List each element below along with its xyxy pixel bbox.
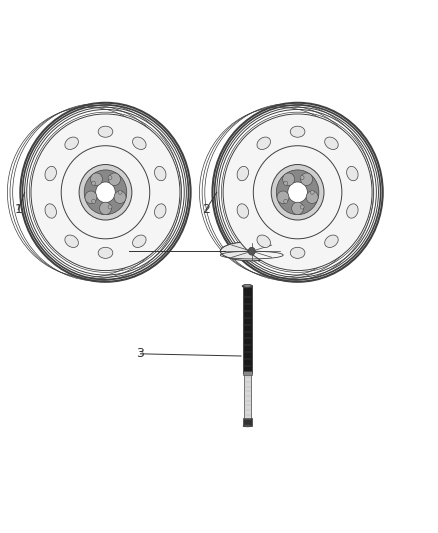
Ellipse shape xyxy=(283,173,294,185)
Ellipse shape xyxy=(346,204,358,218)
Ellipse shape xyxy=(223,114,372,271)
Bar xyxy=(244,373,251,419)
Ellipse shape xyxy=(99,202,111,215)
Ellipse shape xyxy=(31,114,180,271)
Ellipse shape xyxy=(114,191,126,204)
Ellipse shape xyxy=(95,182,115,203)
Ellipse shape xyxy=(271,165,324,220)
Ellipse shape xyxy=(85,191,97,204)
Ellipse shape xyxy=(288,182,307,203)
Ellipse shape xyxy=(306,191,318,204)
Ellipse shape xyxy=(300,173,313,185)
Ellipse shape xyxy=(243,425,252,427)
Ellipse shape xyxy=(325,137,338,149)
Ellipse shape xyxy=(84,170,127,215)
Bar xyxy=(243,371,252,375)
Ellipse shape xyxy=(237,204,248,218)
Ellipse shape xyxy=(284,199,288,204)
Ellipse shape xyxy=(92,199,95,204)
Ellipse shape xyxy=(133,137,146,149)
Text: 4: 4 xyxy=(126,245,134,258)
Ellipse shape xyxy=(65,137,78,149)
Ellipse shape xyxy=(108,205,112,209)
Ellipse shape xyxy=(276,170,319,215)
Ellipse shape xyxy=(237,166,248,181)
Ellipse shape xyxy=(248,247,255,255)
Ellipse shape xyxy=(290,126,305,138)
Ellipse shape xyxy=(91,173,102,185)
Ellipse shape xyxy=(220,241,283,261)
Bar xyxy=(243,418,252,426)
Ellipse shape xyxy=(257,235,271,247)
Ellipse shape xyxy=(155,166,166,181)
Ellipse shape xyxy=(45,204,57,218)
Ellipse shape xyxy=(325,235,338,247)
Ellipse shape xyxy=(109,173,120,185)
Ellipse shape xyxy=(98,126,113,138)
Ellipse shape xyxy=(300,175,304,180)
Ellipse shape xyxy=(108,175,112,180)
Ellipse shape xyxy=(284,181,288,185)
Ellipse shape xyxy=(310,190,314,195)
Ellipse shape xyxy=(244,284,251,287)
Ellipse shape xyxy=(118,190,122,195)
Ellipse shape xyxy=(300,205,304,209)
Ellipse shape xyxy=(346,166,358,181)
Text: 3: 3 xyxy=(137,348,145,360)
Ellipse shape xyxy=(290,247,305,259)
Ellipse shape xyxy=(257,137,271,149)
Ellipse shape xyxy=(133,235,146,247)
Ellipse shape xyxy=(45,166,57,181)
Text: 2: 2 xyxy=(202,203,210,216)
Ellipse shape xyxy=(92,181,95,185)
Ellipse shape xyxy=(277,191,289,204)
Ellipse shape xyxy=(242,285,253,288)
Ellipse shape xyxy=(155,204,166,218)
Ellipse shape xyxy=(79,165,132,220)
Text: 1: 1 xyxy=(14,203,22,216)
Ellipse shape xyxy=(65,235,78,247)
Bar xyxy=(243,286,251,373)
Ellipse shape xyxy=(98,247,113,259)
Ellipse shape xyxy=(292,202,304,215)
